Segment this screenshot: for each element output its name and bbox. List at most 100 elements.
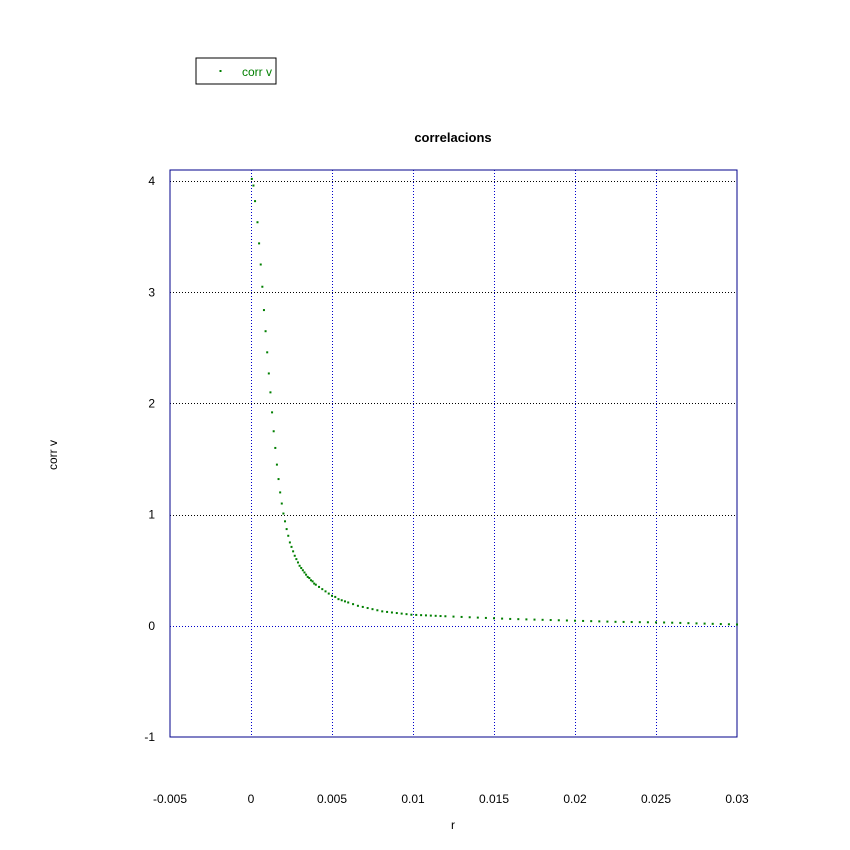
data-point [679,621,682,624]
data-point [366,607,369,610]
x-tick-label: 0 [248,792,255,806]
plot-frame [169,169,738,738]
data-point [284,520,287,523]
data-point [703,622,706,625]
data-point [295,558,298,561]
x-axis-label: r [451,818,455,832]
data-point [250,177,253,180]
data-point [271,411,274,414]
data-point [252,184,255,187]
data-point [671,621,674,624]
series-corr-v [250,177,738,626]
data-point [296,561,299,564]
data-point [301,569,304,572]
data-point [279,491,282,494]
data-point [501,617,504,620]
data-point [727,623,730,626]
data-point [439,615,442,618]
data-point [292,550,295,553]
data-point [574,619,576,622]
data-point [337,598,340,601]
x-tick-label: 0.02 [563,792,587,806]
legend: corr v [195,57,277,85]
data-point [565,619,568,622]
x-tick-label: 0.015 [479,792,509,806]
legend-label: corr v [242,65,272,79]
data-point [381,610,384,613]
y-tick-label: 1 [148,508,155,522]
y-tick-label: 0 [148,619,155,633]
data-point [415,613,418,616]
y-axis-label: corr v [46,440,60,470]
data-point [646,621,649,624]
data-point [410,613,413,616]
data-point [719,623,722,626]
data-point [327,592,330,595]
data-point [533,618,536,621]
legend-box [195,57,277,85]
data-point [361,605,364,608]
y-tick-label: 3 [148,285,155,299]
data-point [334,595,337,598]
data-point [267,372,270,375]
data-point [736,623,738,626]
data-point [493,617,495,620]
data-point [638,621,641,624]
data-point [274,446,277,449]
data-point [460,615,463,618]
data-point [256,221,259,224]
y-tick-label: 2 [148,396,155,410]
data-point [300,567,303,570]
y-tick-label: -1 [144,730,155,744]
data-point [298,564,301,567]
data-point [476,616,479,619]
data-point [309,579,312,582]
x-tick-label: 0.01 [401,792,425,806]
data-point [452,615,455,618]
data-point [405,613,408,616]
chart-title: correlacions [414,130,491,145]
data-point [261,285,264,288]
data-point [277,478,280,481]
data-point [525,618,528,621]
data-point [517,618,520,621]
data-point [311,580,314,583]
data-point [318,585,321,588]
data-point [424,614,427,617]
data-point [663,621,666,624]
data-point [324,590,327,593]
x-tick-label: 0.025 [641,792,671,806]
data-point [711,622,714,625]
data-point [390,611,393,614]
data-point [321,588,324,591]
data-point [269,391,272,394]
data-point [434,614,437,617]
data-point [308,577,311,580]
data-point [622,620,625,623]
data-point [549,619,552,622]
data-point [282,512,285,515]
data-point [582,619,585,622]
data-point [376,609,379,612]
data-point [290,545,293,548]
data-point [258,242,261,245]
data-point [468,616,471,619]
x-axis-ticks: -0.005 0 0.005 0.01 0.015 0.02 0.025 0.03 [153,792,749,806]
data-point [259,263,262,266]
data-point [695,622,698,625]
data-point [264,330,267,333]
data-point [509,617,512,620]
data-point [287,534,290,537]
data-point [352,603,355,606]
data-point [340,599,343,602]
data-point [313,582,316,585]
data-point [280,502,283,505]
legend-marker [219,70,222,72]
data-point [598,620,601,623]
data-point [395,612,398,615]
data-point [400,612,403,615]
grid [170,170,737,737]
data-point [266,351,269,354]
data-point [590,620,593,623]
